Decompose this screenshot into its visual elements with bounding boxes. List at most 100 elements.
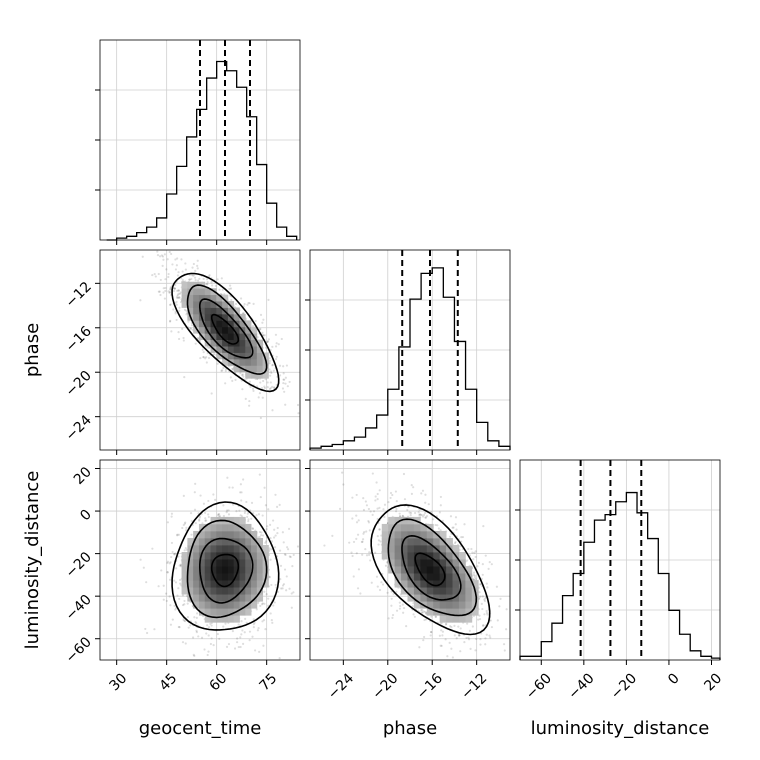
sample-point (169, 286, 172, 289)
sample-point (430, 630, 433, 634)
sample-point (229, 287, 233, 290)
sample-point (486, 586, 489, 589)
sample-point (477, 618, 480, 621)
contour-level-1 (199, 537, 254, 604)
sample-point (439, 495, 443, 499)
sample-point (427, 503, 430, 506)
density-cell (256, 566, 264, 574)
sample-point (259, 416, 262, 420)
sample-point (389, 491, 393, 495)
density-cell (251, 530, 258, 539)
contour-level-3 (171, 272, 280, 393)
sample-point (351, 517, 354, 520)
sample-point (292, 591, 295, 594)
sample-point (240, 619, 243, 623)
density-cell (465, 615, 473, 623)
sample-point (465, 636, 468, 640)
sample-point (193, 276, 197, 279)
sample-point (249, 385, 252, 389)
density-cell (222, 326, 229, 334)
sample-point (159, 293, 162, 297)
sample-point (224, 369, 227, 373)
sample-point (169, 303, 172, 306)
density-cell (193, 559, 200, 567)
density-cell (187, 587, 194, 595)
sample-point (350, 551, 353, 554)
sample-point (174, 258, 177, 261)
sample-point (279, 564, 283, 567)
density-cell (222, 545, 229, 553)
sample-point (184, 262, 187, 265)
sample-point (287, 527, 291, 530)
sample-point (475, 637, 478, 641)
density-cell (446, 594, 453, 602)
sample-point (421, 489, 425, 492)
sample-point (285, 575, 288, 578)
density-cell (222, 320, 229, 328)
sample-point (228, 486, 231, 489)
sample-point (202, 356, 205, 359)
sample-point (468, 629, 471, 632)
xlabel-luminosity-distance: luminosity_distance (531, 718, 710, 739)
sample-point (455, 637, 458, 640)
sample-point (461, 535, 465, 539)
sample-point (263, 386, 267, 390)
sample-point (166, 258, 169, 261)
sample-point (184, 268, 187, 271)
sample-point (274, 493, 277, 496)
sample-point (269, 370, 273, 373)
sample-point (196, 267, 199, 270)
sample-point (406, 508, 409, 512)
sample-point (227, 509, 230, 512)
sample-point (487, 567, 490, 570)
sample-point (260, 603, 264, 606)
sample-point (202, 350, 205, 354)
sample-point (176, 274, 179, 277)
sample-point (421, 608, 424, 612)
sample-point (399, 604, 402, 608)
density-cell (216, 594, 223, 602)
density-cell (204, 530, 211, 539)
sample-point (186, 615, 189, 619)
sample-point (244, 509, 247, 512)
density-cell (216, 545, 223, 553)
sample-point (207, 356, 211, 360)
sample-point (158, 290, 161, 293)
sample-point (199, 494, 202, 497)
sample-point (474, 578, 477, 581)
sample-point (466, 559, 469, 562)
density-cell (222, 313, 229, 321)
sample-point (474, 550, 477, 553)
density-cell (413, 587, 421, 595)
sample-point (439, 504, 442, 507)
density-cell (420, 552, 428, 560)
sample-point (460, 540, 463, 543)
sample-point (287, 548, 290, 551)
density-cell (204, 523, 211, 532)
sample-point (170, 555, 173, 559)
sample-point (480, 632, 483, 635)
density-cell (245, 573, 252, 581)
sample-point (444, 638, 447, 641)
sample-point (175, 300, 178, 304)
sample-point (248, 404, 251, 407)
sample-point (251, 527, 254, 530)
density-cell (239, 346, 246, 353)
sample-point (274, 333, 278, 336)
density-cell (216, 320, 223, 328)
sample-point (392, 592, 395, 595)
sample-point (245, 500, 248, 504)
sample-point (488, 561, 491, 564)
density-cell (193, 288, 200, 296)
sample-point (206, 280, 209, 284)
sample-point (237, 623, 240, 626)
sample-point (438, 634, 441, 637)
sample-point (274, 345, 278, 348)
sample-point (291, 565, 294, 568)
sample-point (177, 289, 180, 292)
sample-point (376, 517, 379, 521)
density-cell (216, 573, 223, 581)
sample-point (172, 308, 175, 311)
sample-point (424, 612, 428, 615)
sample-point (282, 583, 286, 586)
